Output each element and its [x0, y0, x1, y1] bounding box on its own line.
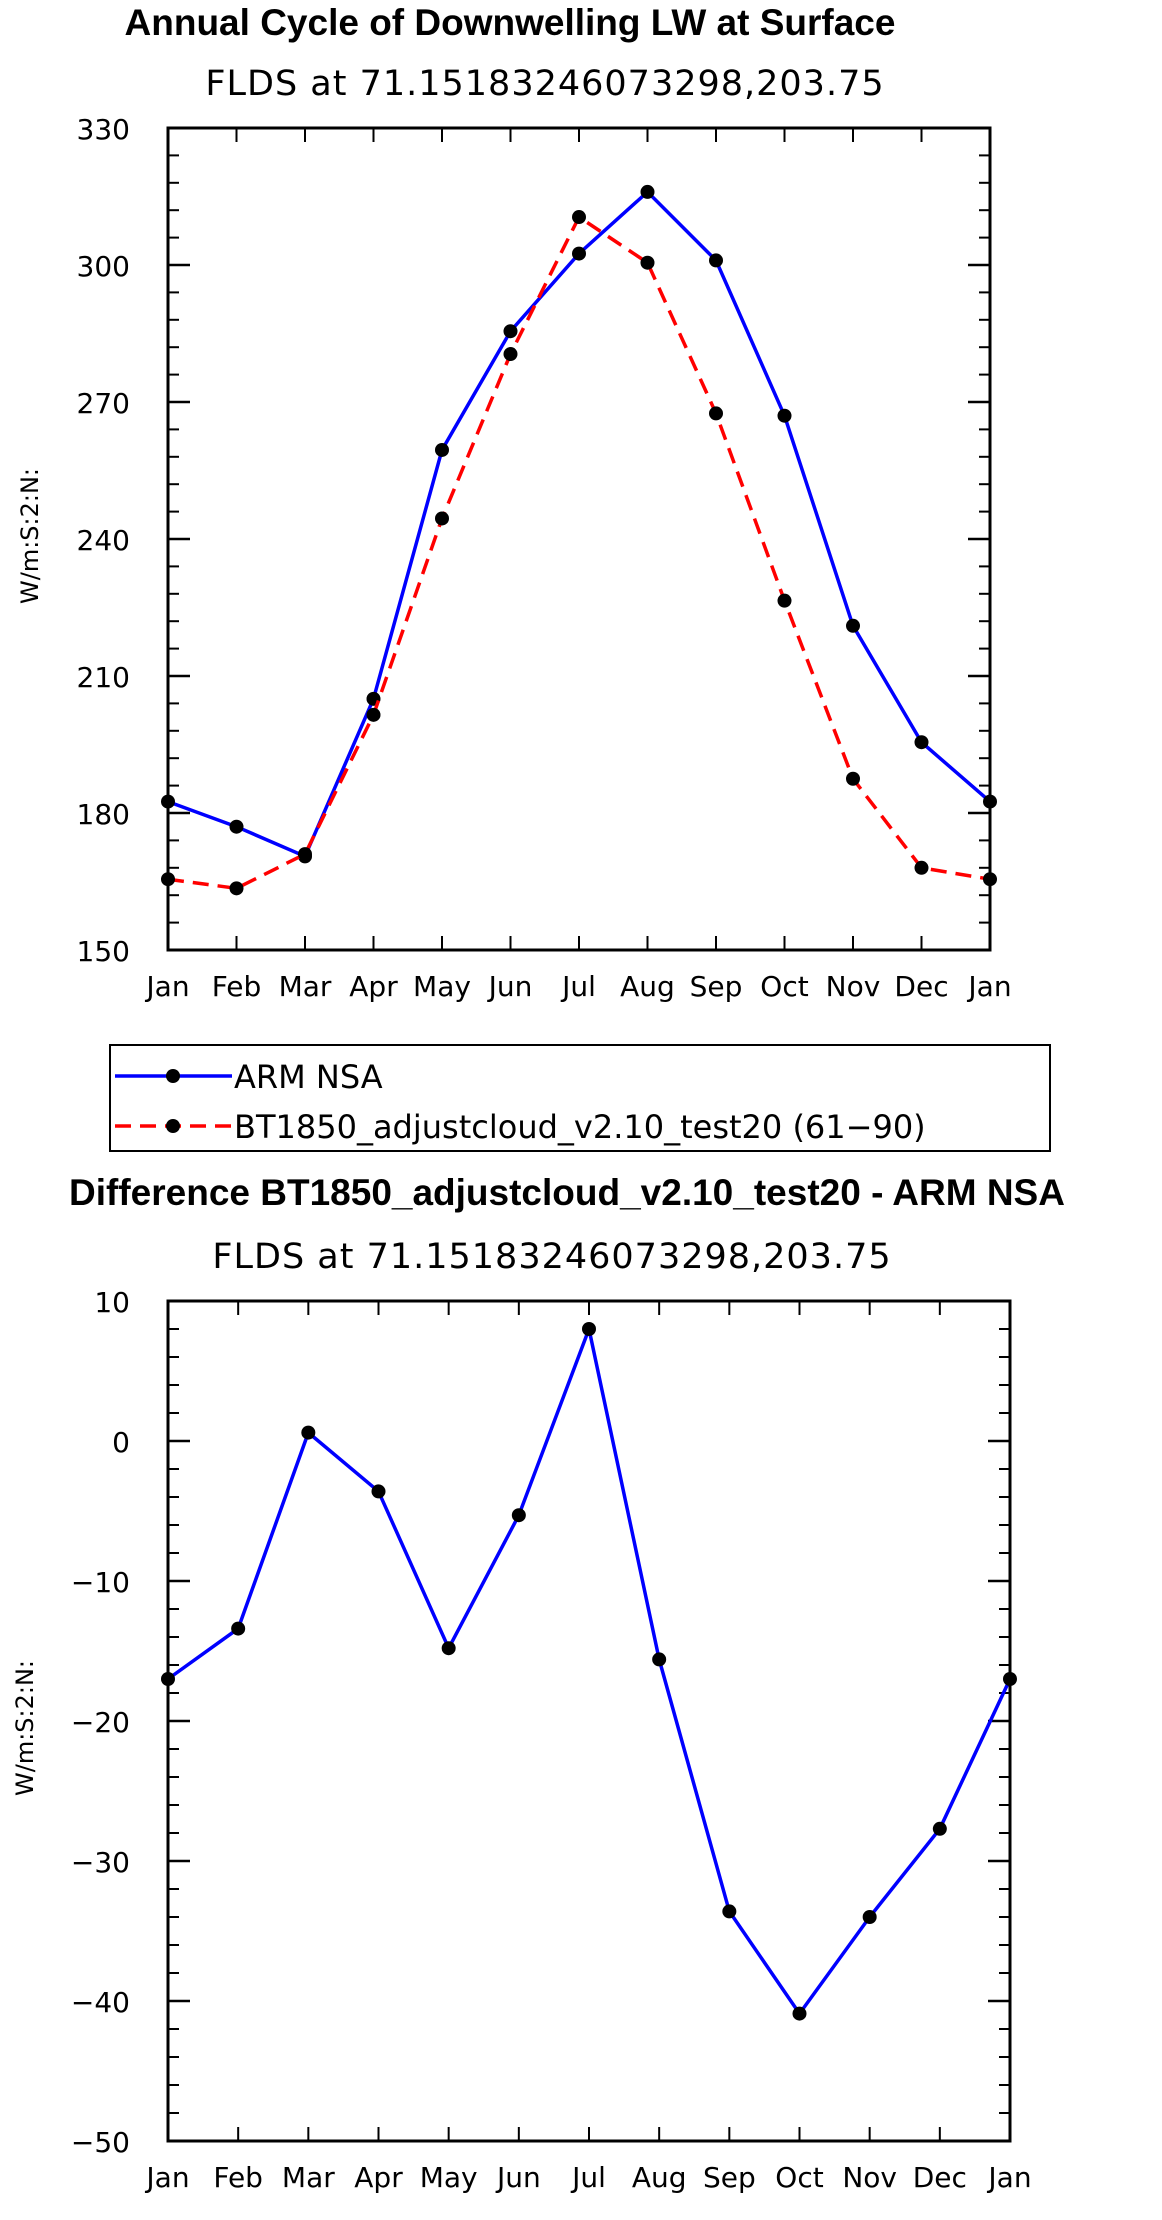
x-tick-label: Jan	[966, 970, 1011, 1003]
data-point	[231, 1621, 246, 1636]
legend-box	[109, 1044, 1051, 1152]
y-tick-label: −30	[71, 1846, 130, 1879]
y-tick-label: −40	[71, 1986, 130, 2019]
data-point	[229, 819, 244, 834]
x-tick-label: Oct	[760, 970, 808, 1003]
x-tick-label: Jul	[560, 970, 596, 1003]
chart-subtitle: FLDS at 71.15183246073298,203.75	[205, 64, 884, 104]
x-tick-label: Sep	[703, 2161, 756, 2194]
data-point	[229, 881, 244, 896]
x-tick-label: May	[420, 2161, 478, 2194]
y-tick-label: 0	[112, 1426, 130, 1459]
data-point	[511, 1508, 526, 1523]
series-line-0	[166, 1322, 1012, 2017]
data-point	[777, 593, 792, 608]
data-point	[862, 1910, 877, 1924]
x-tick-label: Jan	[144, 2161, 189, 2194]
x-tick-label: Apr	[354, 2161, 403, 2194]
data-point	[371, 1484, 386, 1499]
y-tick-label: −50	[71, 2126, 130, 2159]
y-tick-label: 180	[77, 798, 130, 831]
x-tick-label: Dec	[913, 2161, 967, 2194]
x-tick-label: Feb	[212, 970, 262, 1003]
y-tick-label: −10	[71, 1566, 130, 1599]
data-point	[366, 707, 381, 722]
data-point	[572, 246, 586, 261]
plot-area: Jan Feb Mar Apr May Jun Jul Aug Sep Oct Nov Dec Jan 1…	[77, 113, 1012, 1003]
y-tick-label: −20	[71, 1706, 130, 1739]
data-point	[435, 511, 449, 526]
legend: ARM NSA BT1850_adjustcloud_v2.10_test20 …	[109, 1044, 1051, 1152]
x-tick-label: Dec	[894, 970, 948, 1003]
data-point	[932, 1821, 947, 1836]
data-point	[301, 1425, 316, 1440]
legend-marker-model	[166, 1119, 180, 1133]
legend-marker-arm-nsa	[166, 1069, 180, 1083]
y-tick-label: 150	[77, 935, 130, 968]
y-tick-label: 300	[77, 250, 130, 283]
legend-label-arm-nsa: ARM NSA	[234, 1058, 383, 1096]
data-point	[582, 1322, 596, 1336]
x-tick-label: May	[413, 970, 471, 1003]
y-axis-label: W/m:S:2:N:	[11, 1660, 39, 1796]
data-point	[640, 255, 655, 270]
data-point	[777, 408, 792, 423]
x-tick-label: Jun	[495, 2161, 541, 2194]
x-tick-label: Oct	[775, 2161, 823, 2194]
x-tick-label: Jan	[144, 970, 189, 1003]
data-point	[161, 794, 175, 809]
data-point	[983, 794, 997, 809]
annual-cycle-chart: Annual Cycle of Downwelling LW at Surfac…	[16, 2, 1051, 1152]
data-point	[983, 872, 997, 887]
data-point	[652, 1652, 667, 1667]
data-point	[722, 1904, 737, 1919]
x-tick-label: Sep	[690, 970, 743, 1003]
data-point	[709, 406, 723, 421]
data-point	[435, 442, 449, 457]
y-tick-label: 10	[94, 1286, 130, 1319]
data-point	[572, 210, 586, 225]
x-tick-label: Feb	[213, 2161, 263, 2194]
x-tick-label: Jul	[570, 2161, 606, 2194]
data-point	[792, 2006, 807, 2021]
data-point	[161, 1672, 175, 1686]
x-tick-label: Aug	[620, 970, 675, 1003]
y-tick-label: 270	[77, 387, 130, 420]
data-point	[914, 860, 929, 875]
x-tick-label: Mar	[279, 970, 332, 1003]
data-point	[503, 347, 518, 362]
data-point	[914, 735, 929, 750]
y-tick-label: 240	[77, 524, 130, 557]
x-tick-label: Nov	[842, 2161, 897, 2194]
plot-frame	[166, 1299, 1012, 2143]
x-tick-label: Jun	[487, 970, 533, 1003]
data-point	[503, 324, 518, 339]
plot-area: Jan Feb Mar Apr May Jun Jul Aug Sep Oct Nov Dec Jan−…	[71, 1286, 1032, 2194]
data-point	[709, 253, 723, 268]
chart-subtitle: FLDS at 71.15183246073298,203.75	[212, 1237, 891, 1277]
x-tick-label: Apr	[349, 970, 398, 1003]
data-point	[161, 872, 175, 887]
legend-label-model: BT1850_adjustcloud_v2.10_test20 (61−90)	[234, 1108, 926, 1146]
chart-title: Annual Cycle of Downwelling LW at Surfac…	[125, 2, 896, 43]
chart-title: Difference BT1850_adjustcloud_v2.10_test…	[69, 1172, 1065, 1213]
data-point	[298, 847, 312, 862]
data-point	[640, 184, 655, 199]
data-point	[846, 618, 860, 633]
data-point	[846, 771, 860, 786]
y-axis-label: W/m:S:2:N:	[16, 468, 44, 604]
x-tick-label: Jan	[986, 2161, 1031, 2194]
x-tick-label: Aug	[632, 2161, 687, 2194]
y-tick-label: 330	[77, 113, 130, 146]
series-line-1	[167, 214, 991, 891]
x-tick-label: Nov	[826, 970, 881, 1003]
series-line-0	[167, 189, 992, 859]
y-tick-label: 210	[77, 661, 130, 694]
difference-chart: Difference BT1850_adjustcloud_v2.10_test…	[11, 1172, 1065, 2194]
data-point	[441, 1641, 456, 1656]
data-point	[1003, 1672, 1017, 1686]
x-tick-label: Mar	[282, 2161, 335, 2194]
